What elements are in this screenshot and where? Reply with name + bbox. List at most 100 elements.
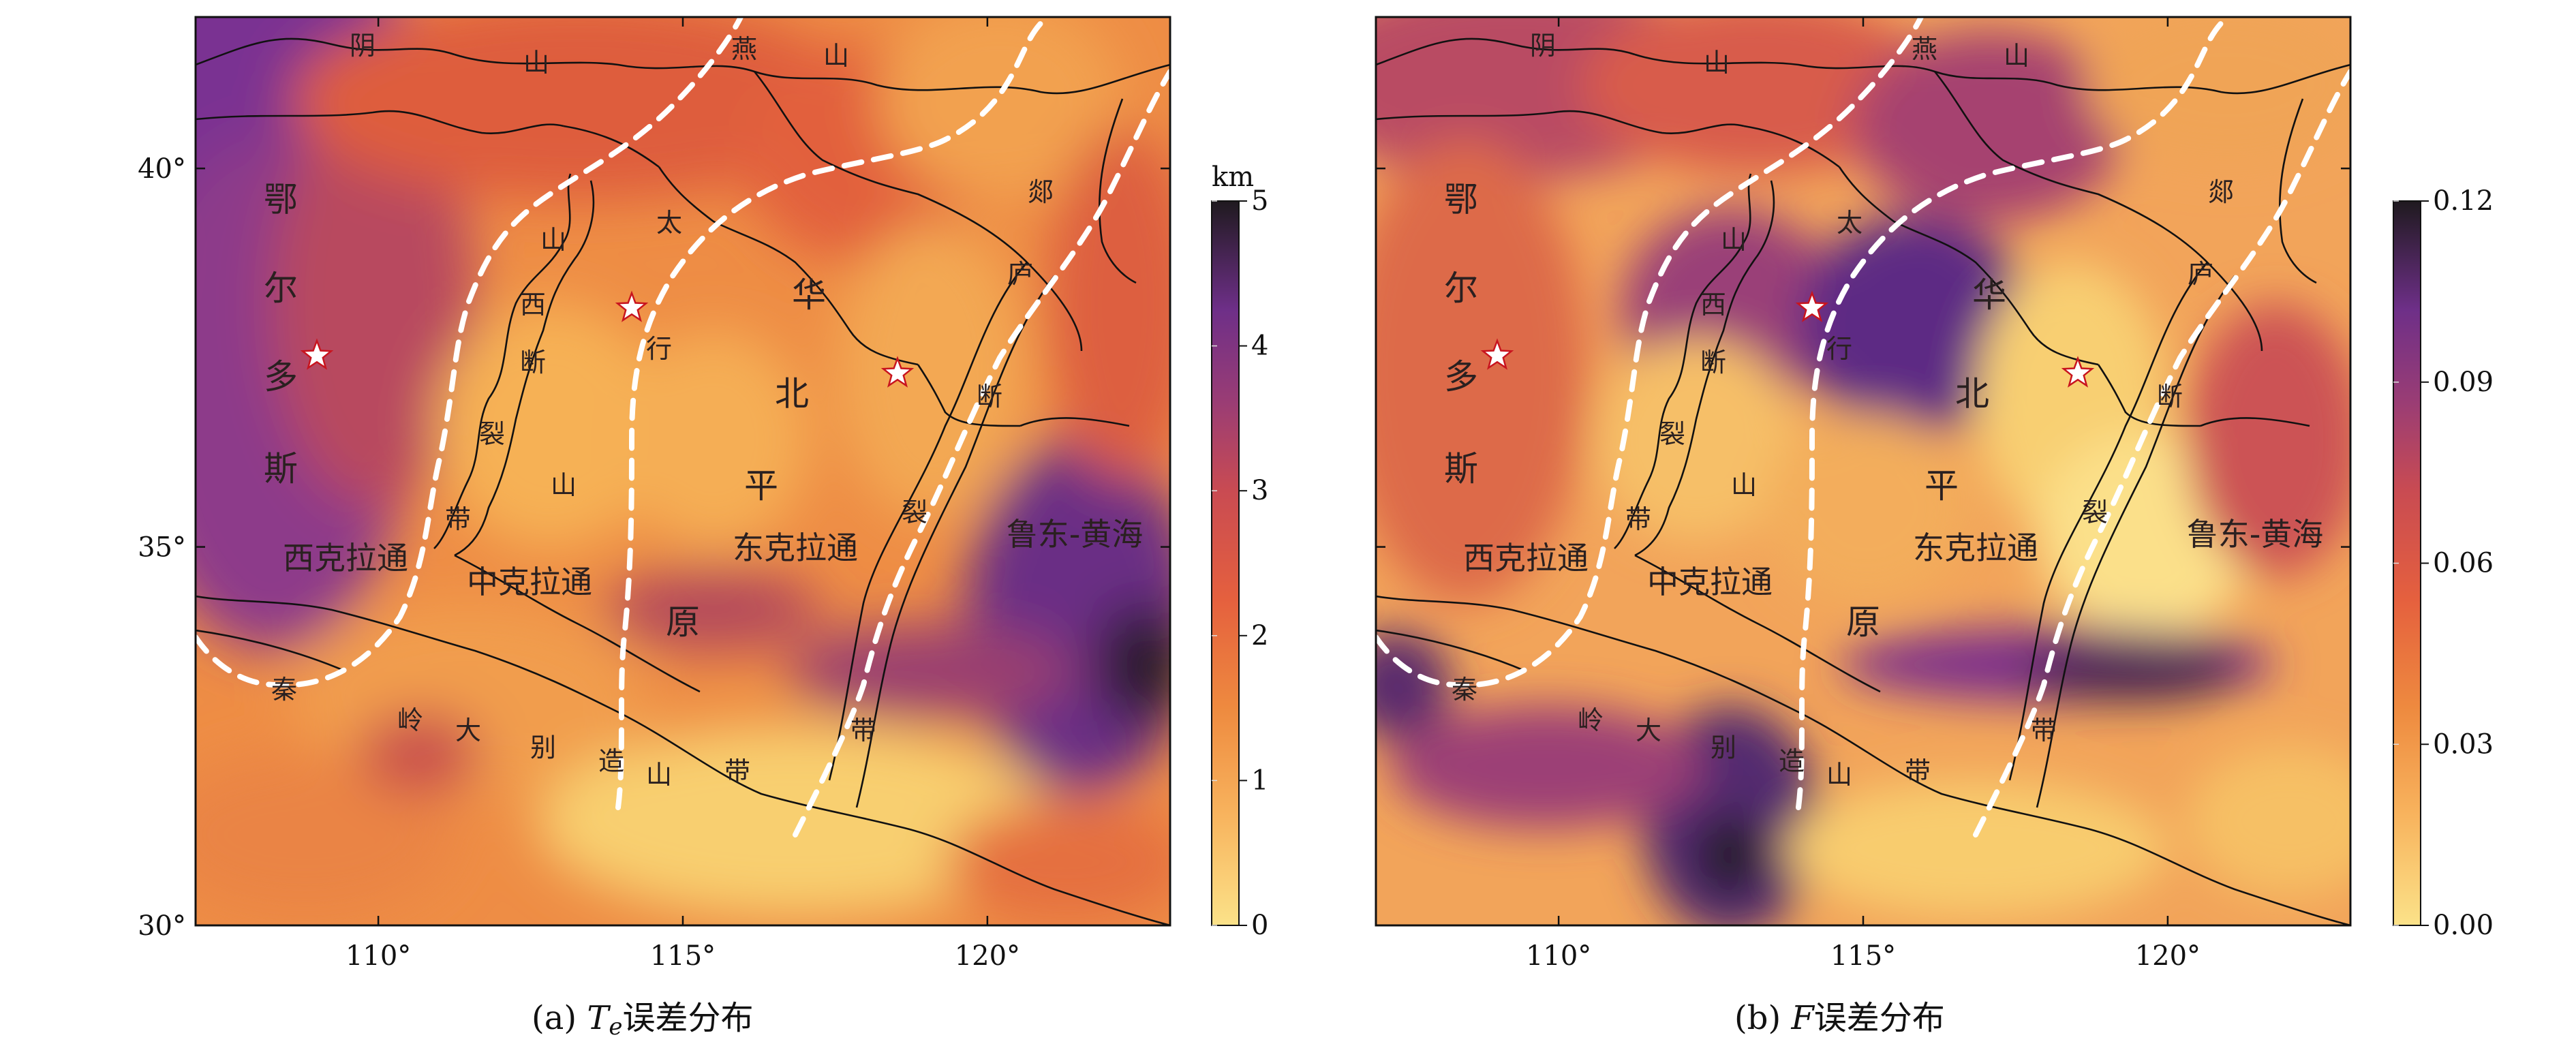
- map-label-huabei: 平: [744, 466, 778, 506]
- craton-boundary-dashed: [1796, 17, 2230, 810]
- earthquake-star-icon: [1795, 290, 1829, 322]
- map-label-shanxi-rift: 带: [445, 504, 471, 534]
- fault-line: [1376, 629, 1527, 673]
- map-label-qinling: 岭: [1578, 705, 1604, 735]
- colorbar-tick-label: 0.09: [2433, 367, 2494, 398]
- map-label-tanlu: 庐: [1007, 259, 1033, 289]
- colorbar-ticks: 0.00 0.03 0.06 0.09 0.12: [2393, 185, 2494, 941]
- map-label-taihang: 太: [656, 208, 682, 238]
- colorbar-tick-label: 2: [1251, 620, 1268, 651]
- map-label-west-craton: 西克拉通: [283, 540, 408, 576]
- map-label-taihang: 山: [1731, 470, 1757, 500]
- map-label-ordos: 鄂: [264, 180, 298, 219]
- fault-line: [1376, 595, 2350, 925]
- map-label-qinling: 别: [530, 733, 556, 763]
- earthquake-star-icon: [300, 338, 334, 370]
- map-label-tanlu: 郯: [2208, 177, 2234, 207]
- map-label-tanlu: 郯: [1028, 177, 1054, 207]
- fault-line: [454, 180, 595, 557]
- x-tick-label: 120°: [2135, 940, 2201, 972]
- craton-boundary-dashed: [793, 69, 1170, 837]
- map-label-taihang: 山: [551, 470, 577, 500]
- fault-line: [454, 53, 1170, 95]
- colorbar-te: km 0 1 2 3 4 5: [1211, 161, 1268, 941]
- colorbar-tick-label: 3: [1251, 475, 1268, 506]
- map-label-tanlu: 带: [850, 716, 876, 745]
- map-label-yanshan: 燕: [1912, 34, 1937, 64]
- map-label-ordos: 斯: [264, 449, 298, 489]
- craton-boundary-dashed: [1973, 69, 2350, 837]
- map-label-shanxi-rift: 裂: [1659, 419, 1685, 449]
- fault-line: [1838, 166, 2099, 366]
- map-label-ordos: 尔: [1444, 268, 1478, 308]
- map-label-qinling: 造: [1779, 746, 1805, 776]
- map-label-yinshan: 山: [1704, 48, 1730, 78]
- fault-line: [2097, 364, 2201, 427]
- map-label-west-craton: 西克拉通: [1463, 540, 1589, 576]
- map-label-shanxi-rift: 裂: [479, 419, 505, 449]
- earthquake-star-icon: [1480, 338, 1514, 370]
- map-label-qinling: 带: [724, 756, 750, 786]
- map-label-yanshan: 山: [2004, 41, 2029, 71]
- colorbar-f: 0.00 0.03 0.06 0.09 0.12: [2393, 185, 2494, 941]
- map-label-qinling: 大: [1636, 716, 1661, 745]
- map-label-huabei: 原: [666, 602, 700, 642]
- map-label-yinshan: 阴: [1530, 31, 1556, 61]
- fault-line: [196, 595, 1170, 925]
- map-label-huabei: 北: [775, 374, 809, 414]
- map-label-qinling: 造: [598, 746, 624, 776]
- craton-boundary-dashed: [615, 17, 1050, 810]
- fault-line: [1634, 53, 2350, 95]
- fault-line: [828, 262, 1028, 781]
- map-label-ordos: 多: [1444, 357, 1478, 397]
- te-overlay: 阴山燕山鄂尔多斯山西断裂带太行山华北平原郯庐断裂带秦岭 大别造山带西克拉通中克拉通…: [196, 17, 1170, 925]
- map-label-huabei: 平: [1925, 466, 1959, 506]
- map-label-huabei: 原: [1846, 602, 1880, 642]
- fault-line: [1019, 417, 1130, 427]
- colorbar-tick-label: 0.06: [2433, 548, 2494, 579]
- map-label-qinling: 带: [1905, 756, 1931, 786]
- map-label-huabei: 北: [1955, 374, 1989, 414]
- fault-line: [855, 275, 1056, 808]
- map-label-ludong: 鲁东-黄海: [2187, 516, 2324, 553]
- caption-b: (b) F误差分布: [1734, 999, 1945, 1037]
- colorbar-tick-label: 0.12: [2433, 185, 2494, 217]
- map-label-shanxi-rift: 西: [1700, 290, 1726, 320]
- fault-line: [2278, 98, 2317, 284]
- map-label-ordos: 斯: [1444, 449, 1478, 489]
- map-label-ordos: 尔: [264, 268, 298, 308]
- colorbar-tick-label: 0.00: [2433, 910, 2494, 941]
- map-label-tanlu: 断: [977, 382, 1002, 412]
- craton-boundary-dashed: [1376, 17, 1924, 688]
- fault-line: [1933, 71, 2263, 352]
- fault-line: [753, 71, 1083, 352]
- earthquake-star-icon: [2061, 356, 2095, 388]
- fault-line: [2036, 275, 2236, 808]
- map-label-central-craton: 中克拉通: [467, 564, 592, 600]
- map-label-huabei: 华: [792, 275, 826, 315]
- map-label-tanlu: 裂: [2082, 497, 2108, 527]
- colorbar-tick-label: 0: [1251, 910, 1268, 941]
- colorbar-tick-label: 5: [1251, 185, 1268, 217]
- x-tick-label: 120°: [955, 940, 1020, 972]
- map-label-shanxi-rift: 山: [540, 225, 566, 255]
- fault-line: [433, 173, 572, 549]
- x-tick-label: 110°: [346, 940, 411, 972]
- craton-boundary-dashed: [196, 17, 743, 688]
- map-label-qinling: 别: [1711, 733, 1736, 763]
- fault-line: [1634, 180, 1775, 557]
- map-label-qinling: 秦: [1452, 675, 1477, 705]
- y-tick-label: 30°: [138, 910, 186, 942]
- map-label-ordos: 多: [264, 357, 298, 397]
- colorbar-tick-label: 0.03: [2433, 728, 2494, 760]
- f-error-heatmap: 阴山燕山鄂尔多斯山西断裂带太行山华北平原郯庐断裂带秦岭 大别造山带西克拉通中克拉通…: [1376, 17, 2350, 925]
- y-tick-label: 40°: [138, 153, 186, 185]
- map-label-yinshan: 阴: [350, 31, 375, 61]
- fault-line: [2008, 262, 2208, 781]
- map-label-yinshan: 山: [523, 48, 549, 78]
- fault-line: [454, 554, 701, 693]
- x-tick-label: 110°: [1526, 940, 1591, 972]
- fault-line: [1098, 98, 1137, 284]
- map-label-shanxi-rift: 山: [1721, 225, 1747, 255]
